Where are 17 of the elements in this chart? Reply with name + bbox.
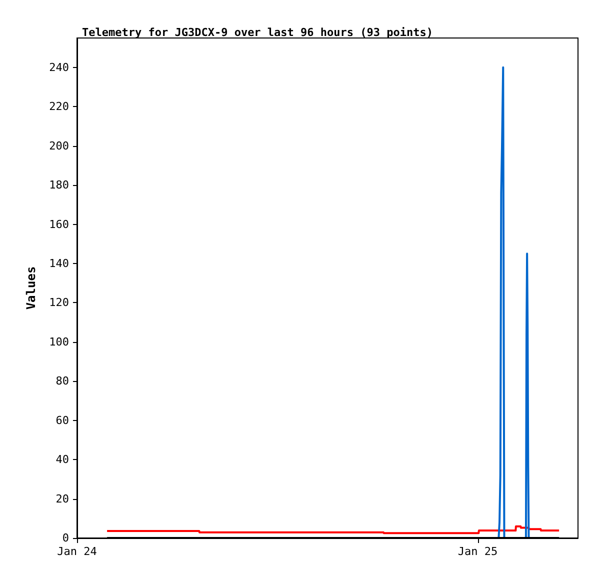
x-tick-label: Jan 24 bbox=[57, 545, 98, 558]
y-tick-label: 40 bbox=[56, 453, 69, 466]
y-tick-label: 240 bbox=[49, 60, 69, 74]
x-tick-label: Jan 25 bbox=[458, 545, 498, 558]
y-tick-label: 140 bbox=[49, 256, 69, 270]
y-tick-label: 100 bbox=[49, 335, 69, 348]
y-tick-label: 220 bbox=[49, 100, 69, 114]
y-tick-label: 60 bbox=[56, 414, 69, 427]
y-tick-label: 160 bbox=[49, 218, 69, 231]
y-tick-label: 80 bbox=[56, 374, 69, 388]
y-tick-label: 180 bbox=[49, 178, 69, 192]
chart-title: Telemetry for JG3DCX-9 over last 96 hours (93 points) bbox=[82, 26, 433, 39]
y-tick-label: 0 bbox=[62, 532, 69, 544]
y-tick-label: 20 bbox=[56, 492, 69, 506]
y-tick-label: 200 bbox=[49, 139, 69, 152]
y-tick-label: 120 bbox=[49, 296, 69, 310]
y-axis-title: Values bbox=[24, 266, 38, 310]
